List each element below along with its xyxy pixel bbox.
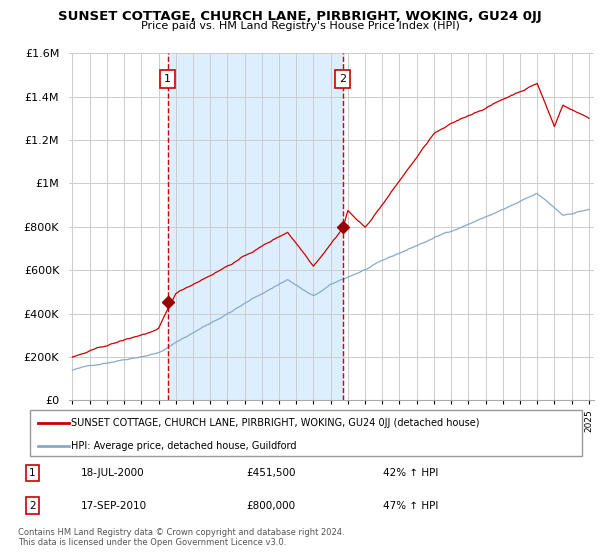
Text: Price paid vs. HM Land Registry's House Price Index (HPI): Price paid vs. HM Land Registry's House …: [140, 21, 460, 31]
Text: Contains HM Land Registry data © Crown copyright and database right 2024.
This d: Contains HM Land Registry data © Crown c…: [18, 528, 344, 548]
Text: 47% ↑ HPI: 47% ↑ HPI: [383, 501, 438, 511]
Text: 18-JUL-2000: 18-JUL-2000: [80, 468, 145, 478]
Text: 1: 1: [164, 74, 172, 84]
Text: 42% ↑ HPI: 42% ↑ HPI: [383, 468, 438, 478]
Bar: [168, 53, 343, 400]
Text: 17-SEP-2010: 17-SEP-2010: [80, 501, 147, 511]
Text: £451,500: £451,500: [246, 468, 296, 478]
Text: SUNSET COTTAGE, CHURCH LANE, PIRBRIGHT, WOKING, GU24 0JJ: SUNSET COTTAGE, CHURCH LANE, PIRBRIGHT, …: [58, 10, 542, 22]
Text: 2: 2: [29, 501, 35, 511]
Text: 1: 1: [29, 468, 35, 478]
Text: 2: 2: [339, 74, 346, 84]
Text: £800,000: £800,000: [246, 501, 295, 511]
Text: HPI: Average price, detached house, Guildford: HPI: Average price, detached house, Guil…: [71, 441, 297, 451]
Text: SUNSET COTTAGE, CHURCH LANE, PIRBRIGHT, WOKING, GU24 0JJ (detached house): SUNSET COTTAGE, CHURCH LANE, PIRBRIGHT, …: [71, 418, 480, 428]
